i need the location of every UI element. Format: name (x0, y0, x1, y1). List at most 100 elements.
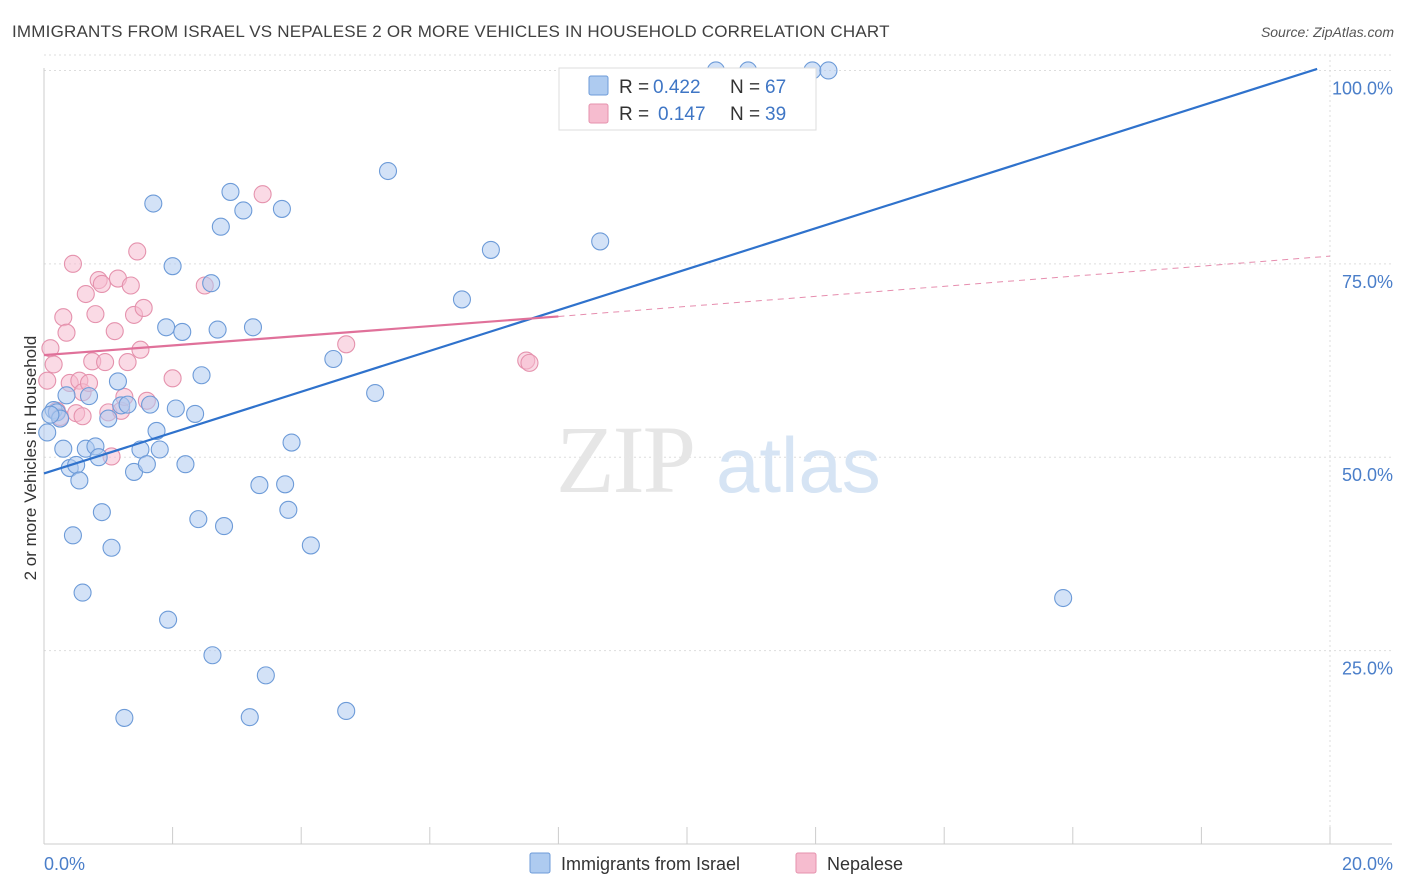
israel-point (256, 666, 275, 685)
nepalese-point (337, 335, 356, 354)
israel-point (144, 194, 163, 213)
legend-r-label-nepal: R = (619, 104, 649, 125)
israel-point (73, 583, 92, 602)
israel-point (157, 318, 176, 337)
nepalese-point (76, 284, 95, 304)
israel-point (57, 386, 76, 405)
legend-n-label-israel: N = (730, 77, 760, 98)
y-axis-label: 2 or more Vehicles in Household (21, 336, 40, 581)
nepalese-point (38, 371, 57, 390)
israel-point (481, 240, 500, 259)
nepalese-point (163, 369, 182, 388)
chart-title: IMMIGRANTS FROM ISRAEL VS NEPALESE 2 OR … (12, 22, 890, 41)
legend-r-value-nepal: 0.147 (658, 104, 706, 125)
x-tick-label: 20.0% (1342, 854, 1393, 874)
nepalese-point (73, 407, 92, 426)
israel-point (243, 318, 263, 337)
grid-lines (44, 54, 1392, 844)
israel-point (159, 610, 178, 629)
israel-point (63, 526, 82, 545)
bottom-legend-label-israel: Immigrants from Israel (561, 854, 740, 874)
nepalese-point (63, 254, 82, 273)
israel-point (176, 455, 195, 474)
trend-lines (43, 67, 1331, 475)
israel-point (92, 503, 111, 522)
nepalese-point (131, 340, 150, 359)
nepalese-point (105, 322, 124, 341)
israel-point (99, 409, 118, 428)
israel-point (186, 404, 205, 423)
israel-point (41, 405, 60, 424)
israel-point (147, 421, 166, 440)
legend-n-value-nepal: 39 (765, 104, 786, 125)
x-tick-label: 0.0% (44, 854, 85, 874)
israel-point (173, 322, 192, 341)
israel-point (38, 423, 57, 442)
israel-point (378, 161, 398, 181)
israel-point (819, 61, 838, 80)
israel-point (221, 182, 240, 201)
israel-point (272, 199, 291, 218)
nepalese-point (86, 305, 105, 324)
israel-point (166, 399, 185, 418)
israel-point (208, 320, 227, 339)
axes (43, 68, 1392, 845)
israel-point (163, 257, 182, 276)
trend-line-nepalese (43, 315, 559, 357)
y-tick-label: 50.0% (1342, 465, 1393, 485)
israel-point (234, 201, 253, 220)
israel-point (279, 500, 298, 519)
bottom-legend-label-nepal: Nepalese (827, 854, 903, 874)
israel-point (203, 646, 222, 665)
israel-point (214, 517, 234, 536)
israel-point (79, 387, 99, 406)
israel-point (115, 708, 134, 727)
israel-point (150, 440, 169, 459)
israel-point (282, 433, 301, 452)
nepalese-point (54, 308, 73, 327)
nepalese-point (118, 353, 137, 372)
nepalese-point (44, 355, 63, 374)
trend-line-nepalese-extension (558, 255, 1331, 317)
y-tick-labels: 100.0% 75.0% 50.0% 25.0% (1332, 78, 1393, 678)
israel-point (1054, 588, 1073, 608)
nepalese-point (520, 353, 539, 372)
watermark: ZIP atlas (556, 406, 881, 513)
y-tick-label: 75.0% (1342, 272, 1393, 292)
nepalese-point (121, 276, 140, 295)
israel-point (240, 708, 259, 727)
israel-point (54, 439, 73, 458)
series-legend: Immigrants from Israel Nepalese (529, 852, 903, 874)
legend-r-label-israel: R = (619, 77, 649, 98)
nepalese-point (128, 242, 147, 261)
legend-n-label-nepal: N = (730, 104, 760, 125)
israel-point (211, 217, 230, 236)
israel-point (192, 366, 211, 385)
israel-point (591, 232, 610, 251)
correlation-legend: R = 0.422 N = 67 R = 0.147 N = 39 (558, 67, 817, 131)
israel-point (366, 383, 385, 403)
israel-point (202, 274, 221, 293)
series-israel (38, 61, 1073, 727)
legend-swatch-nepal (588, 103, 609, 124)
nepalese-point (92, 274, 111, 294)
trend-line-israel (43, 67, 1318, 475)
israel-point (141, 395, 160, 414)
israel-point (250, 476, 269, 495)
israel-point (189, 510, 208, 529)
bottom-legend-swatch-nepal (795, 852, 817, 874)
bottom-legend-swatch-israel (529, 852, 551, 874)
israel-point (324, 349, 343, 369)
nepalese-point (96, 353, 115, 372)
nepalese-point (253, 185, 272, 204)
source-credit: Source: ZipAtlas.com (1260, 24, 1394, 40)
nepalese-point (57, 323, 76, 342)
legend-swatch-israel (588, 75, 609, 96)
israel-point (102, 538, 121, 557)
israel-point (276, 475, 295, 494)
legend-r-value-israel: 0.422 (653, 77, 701, 98)
watermark-zip: ZIP (556, 406, 694, 513)
israel-point (118, 395, 137, 414)
nepalese-point (134, 298, 153, 317)
